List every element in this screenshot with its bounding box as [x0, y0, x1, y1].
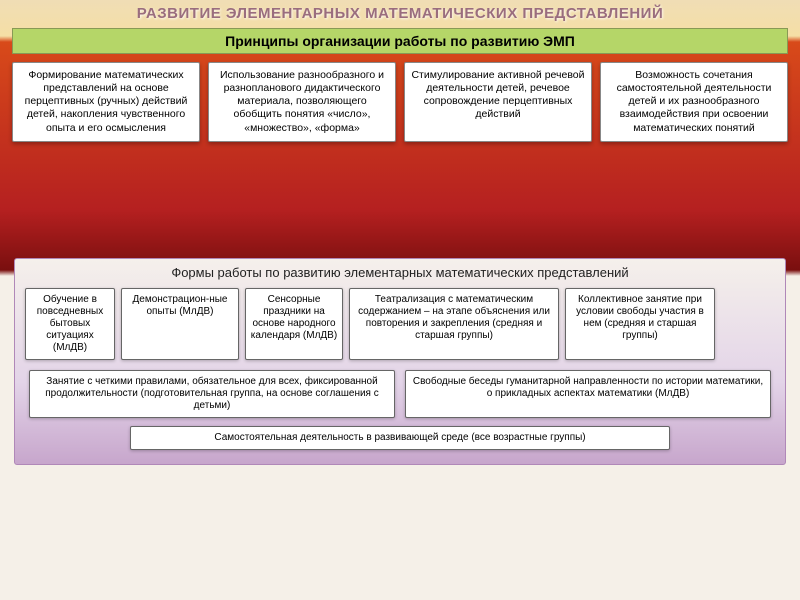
form-box: Обучение в повседневных бытовых ситуация… — [25, 288, 115, 360]
form-box: Занятие с четкими правилами, обязательно… — [29, 370, 395, 418]
main-title: РАЗВИТИЕ ЭЛЕМЕНТАРНЫХ МАТЕМАТИЧЕСКИХ ПРЕ… — [0, 5, 800, 22]
form-box: Свободные беседы гуманитарной направленн… — [405, 370, 771, 418]
form-box: Коллективное занятие при условии свободы… — [565, 288, 715, 360]
principle-box: Стимулирование активной речевой деятельн… — [404, 62, 592, 142]
principles-header: Принципы организации работы по развитию … — [12, 28, 788, 54]
forms-row-3: Самостоятельная деятельность в развивающ… — [15, 422, 785, 454]
form-box: Сенсорные праздники на основе народного … — [245, 288, 343, 360]
principle-box: Формирование математических представлени… — [12, 62, 200, 142]
form-box: Демонстрацион-ные опыты (МлДВ) — [121, 288, 239, 360]
form-box: Самостоятельная деятельность в развивающ… — [130, 426, 670, 450]
forms-row-1: Обучение в повседневных бытовых ситуация… — [15, 284, 785, 364]
principle-box: Возможность сочетания самостоятельной де… — [600, 62, 788, 142]
forms-header: Формы работы по развитию элементарных ма… — [15, 259, 785, 284]
forms-row-2: Занятие с четкими правилами, обязательно… — [15, 364, 785, 422]
form-box: Театрализация с математическим содержани… — [349, 288, 559, 360]
principles-section: Принципы организации работы по развитию … — [12, 28, 788, 142]
forms-section: Формы работы по развитию элементарных ма… — [14, 258, 786, 465]
principles-row: Формирование математических представлени… — [12, 62, 788, 142]
principle-box: Использование разнообразного и разноплан… — [208, 62, 396, 142]
